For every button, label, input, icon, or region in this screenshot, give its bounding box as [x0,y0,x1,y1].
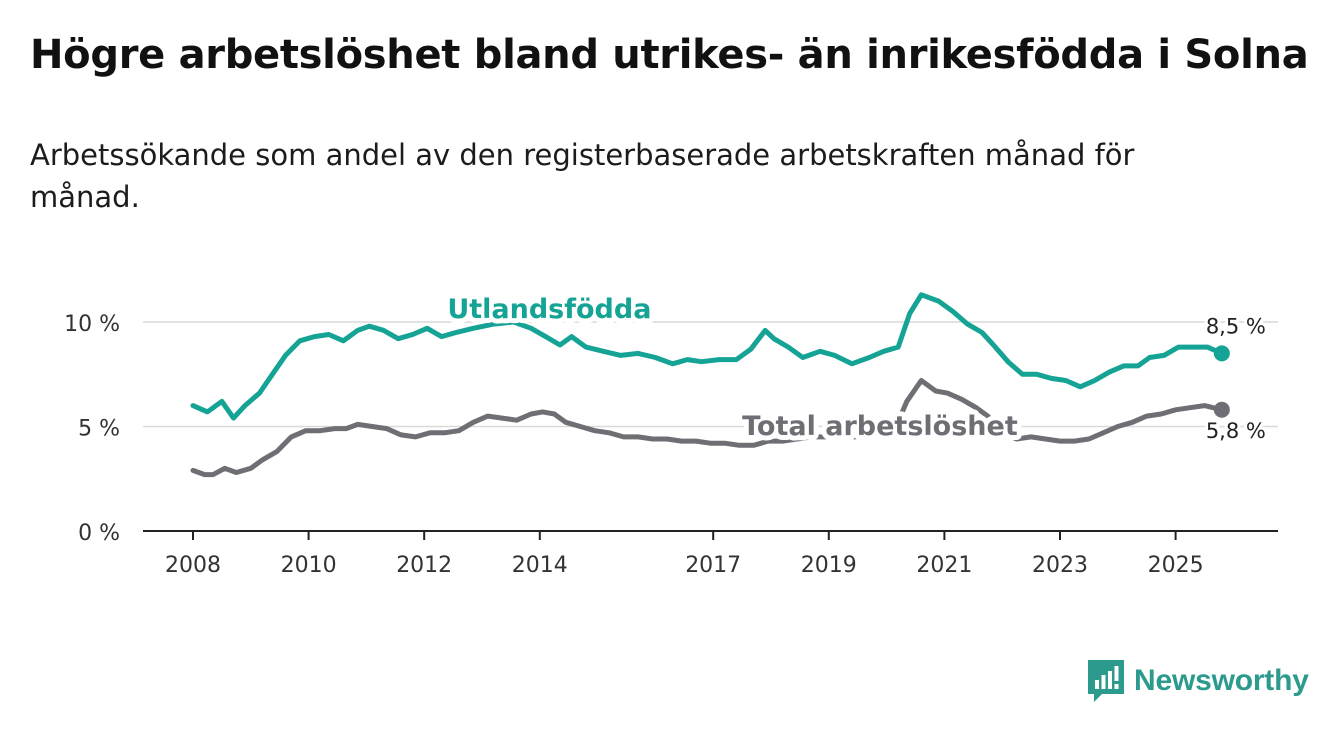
series-end-value-label: 5,8 % [1206,419,1266,443]
chart-subtitle: Arbetssökande som andel av den registerb… [30,138,1135,214]
series-line-0 [190,292,1225,421]
y-tick-label: 10 % [64,312,120,337]
x-tick-label: 2025 [1148,553,1204,578]
newsworthy-logo: Newsworthy [1088,660,1309,702]
series-end-value-label: 8,5 % [1206,314,1266,338]
series-end-marker [1213,345,1230,362]
x-tick-label: 2019 [801,553,857,578]
y-tick-label: 5 % [78,417,120,442]
chart-title: Högre arbetslöshet bland utrikes- än inr… [30,32,1309,78]
x-tick-label: 2010 [281,553,337,578]
x-tick-label: 2021 [916,553,972,578]
x-tick-label: 2023 [1032,553,1088,578]
series-lines [190,292,1230,478]
series-end-marker [1213,401,1230,418]
x-tick-label: 2014 [512,553,568,578]
x-tick-label: 2017 [685,553,741,578]
series-labels: 8,5 % 5,8 % Utlandsfödda Total arbetslöshet [442,289,1269,447]
axes: 0 % 5 % 10 % 2008 2010 2012 2014 2017 2019 2021 20… [64,312,1278,578]
x-tick-label: 2008 [165,553,221,578]
brand-name: Newsworthy [1134,664,1309,697]
series-name-label: Total arbetslöshet [742,411,1018,442]
x-tick-label: 2012 [396,553,452,578]
series-line-1 [190,378,1225,478]
series-name-label: Utlandsfödda [447,294,651,325]
y-tick-label: 0 % [78,521,120,546]
bar-chart-logo-icon [1088,660,1124,702]
